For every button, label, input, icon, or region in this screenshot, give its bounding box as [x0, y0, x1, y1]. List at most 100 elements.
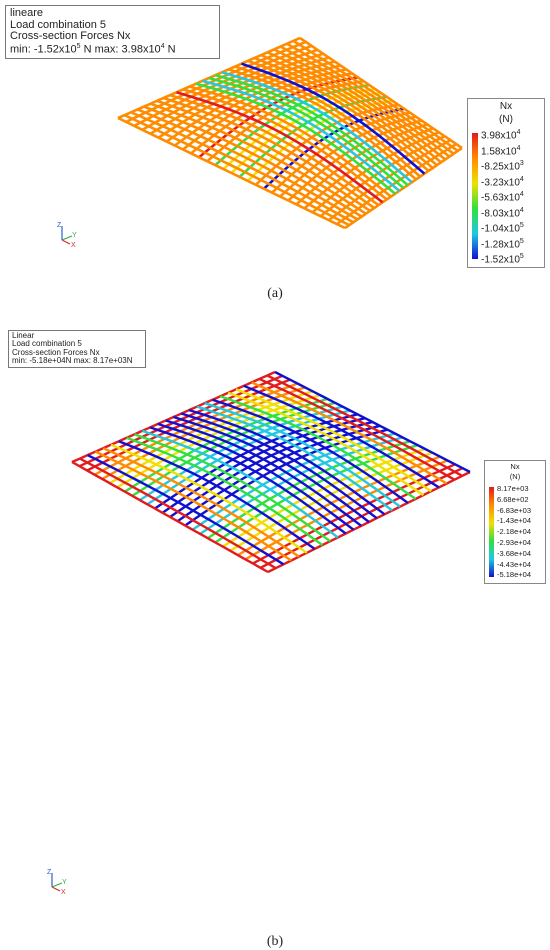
mesh-line — [227, 391, 425, 497]
legend-color-bar — [472, 133, 478, 259]
mesh-line — [274, 370, 471, 474]
mesh-line — [123, 113, 350, 227]
mesh-line — [258, 377, 456, 481]
info-line: Cross-section Forces Nx — [10, 30, 131, 43]
axis-y-label: Y — [72, 232, 77, 239]
mesh-line — [137, 108, 359, 221]
mesh-line — [266, 374, 463, 477]
mesh-line — [143, 105, 363, 218]
color-legend-b: Nx (N) 8.17e+03 6.68e+02 -6.83e+03 -1.43e+0… — [484, 460, 546, 584]
legend-unit: (N) — [509, 472, 521, 482]
info-box-a: lineare Load combination 5 Cross-section… — [5, 5, 220, 59]
mesh-line — [87, 454, 285, 566]
legend-tick-label: 8.17e+03 — [497, 484, 529, 493]
mesh-line — [79, 457, 277, 570]
mesh-line — [251, 381, 448, 485]
mesh-line — [254, 56, 434, 170]
mesh-line — [279, 45, 451, 158]
info-box-b: Linear Load combination 5 Cross-section … — [8, 330, 146, 368]
mesh-line — [157, 422, 355, 531]
mesh-line — [173, 415, 370, 523]
legend-tick-label: -5.18e+04 — [497, 570, 531, 580]
mesh-line — [241, 62, 426, 175]
mesh-line — [130, 111, 355, 224]
legend-tick-label: 1.58x104 — [481, 144, 521, 157]
legend-tick-label: -3.68e+04 — [497, 548, 531, 558]
axis-x-label: X — [71, 242, 76, 249]
info-line: min: -5.18e+04N max: 8.17e+03N — [12, 356, 133, 366]
mesh-line — [228, 68, 417, 181]
mesh-line — [247, 59, 430, 172]
gridshell-mesh-a — [117, 36, 463, 230]
legend-tick-label: 3.98x104 — [481, 129, 521, 142]
info-line: Load combination 5 — [10, 18, 107, 31]
mesh-line — [243, 384, 440, 489]
axis-triad-icon: Z Y X — [47, 869, 67, 896]
axis-z-label: Z — [47, 869, 52, 876]
legend-tick-label: -2.18e+04 — [497, 527, 531, 537]
legend-tick-label: -6.83e+03 — [497, 505, 531, 515]
mesh-line — [102, 447, 300, 558]
mesh-line — [208, 76, 405, 189]
info-line: lineare — [10, 7, 44, 19]
axis-x-label: X — [61, 889, 66, 896]
color-legend-a: Nx (N) 3.98x104 1.58x104 -8.25x103 -3.23x10… — [467, 98, 545, 268]
legend-tick-label: -4.43e+04 — [497, 559, 531, 569]
mesh-line — [188, 408, 386, 516]
caption-a: (a) — [267, 286, 283, 301]
mesh-line — [149, 426, 347, 535]
mesh-line — [118, 440, 316, 550]
mesh-line — [195, 82, 396, 195]
mesh-line — [165, 419, 362, 527]
legend-tick-label: -1.52x105 — [481, 253, 524, 266]
mesh-line — [292, 39, 459, 152]
mesh-line — [204, 402, 401, 508]
mesh-line — [182, 88, 388, 201]
figure-panel-b: Linear Load combination 5 Cross-section … — [0, 322, 550, 949]
mesh-line — [169, 93, 380, 207]
mesh-line — [221, 71, 413, 184]
mesh-line — [180, 412, 378, 520]
mesh-line — [156, 99, 371, 212]
mesh-line — [196, 405, 394, 512]
legend-title: Nx — [510, 462, 520, 471]
axis-z-label: Z — [57, 222, 62, 229]
mesh-line — [215, 73, 409, 187]
legend-tick-label: 6.68e+02 — [497, 494, 529, 504]
axis-y-label: Y — [62, 879, 67, 886]
mesh-line — [71, 460, 269, 574]
info-line: Cross-section Forces Nx — [12, 347, 100, 357]
mesh-line — [286, 42, 455, 155]
mesh-line — [260, 53, 438, 167]
info-minmax: min: -1.52x105 N max: 3.98x104 N — [10, 42, 176, 56]
info-line: Linear — [12, 331, 35, 340]
legend-tick-label: -1.43e+04 — [497, 516, 531, 526]
mesh-line — [202, 79, 401, 192]
mesh-line — [235, 388, 432, 493]
legend-tick-label: -1.28x105 — [481, 237, 524, 250]
legend-tick-label: -8.25x103 — [481, 160, 524, 173]
mesh-line — [126, 436, 324, 547]
mesh-line — [117, 116, 346, 230]
axis-triad-icon: Z Y X — [57, 222, 77, 249]
legend-tick-label: -8.03x104 — [481, 206, 524, 219]
info-line: Load combination 5 — [12, 339, 82, 349]
mesh-line — [219, 395, 417, 500]
mesh-line — [141, 429, 339, 539]
mesh-line — [273, 48, 447, 161]
legend-tick-label: -3.23x104 — [481, 175, 524, 188]
caption-b: (b) — [266, 934, 284, 949]
mesh-line — [234, 65, 422, 178]
mesh-line — [134, 433, 331, 543]
mesh-line — [150, 102, 367, 215]
legend-unit: (N) — [499, 114, 513, 125]
mesh-line — [212, 398, 409, 504]
legend-title: Nx — [499, 101, 513, 112]
mesh-line — [189, 85, 392, 198]
legend-tick-label: -1.04x105 — [481, 222, 524, 235]
mesh-line — [176, 91, 384, 204]
mesh-line — [163, 96, 376, 210]
gridshell-mesh-b — [71, 370, 471, 574]
mesh-line — [94, 450, 292, 562]
mesh-line — [266, 51, 442, 164]
